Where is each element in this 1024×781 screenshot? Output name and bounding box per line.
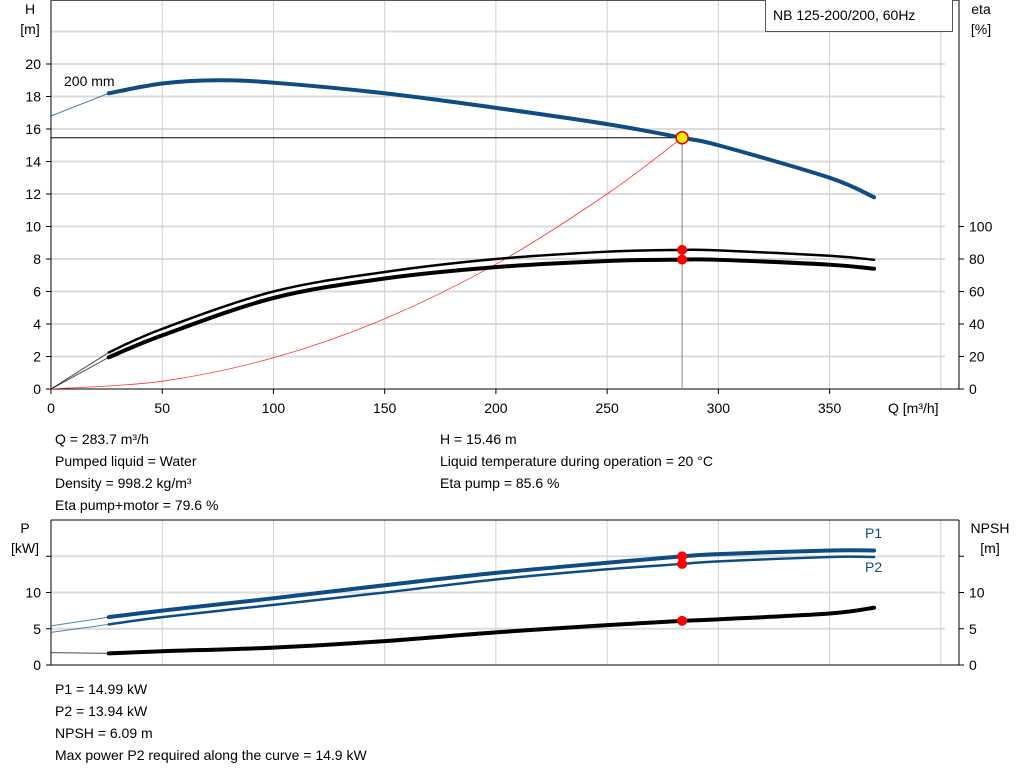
- p1-marker: [677, 551, 688, 562]
- eta-tick-label: 100: [969, 219, 993, 235]
- h-axis-unit: [m]: [20, 21, 39, 37]
- h-tick-label: 2: [33, 349, 41, 365]
- p-axis-unit: [kW]: [11, 540, 39, 556]
- curve-label-200mm: 200 mm: [64, 73, 115, 89]
- info-max-p2: Max power P2 required along the curve = …: [55, 747, 367, 763]
- h-tick-label: 20: [25, 56, 41, 72]
- p2-series-label: P2: [865, 559, 882, 575]
- h-tick-label: 16: [25, 121, 41, 137]
- p1-curve: [106, 548, 877, 620]
- p-axis-title: P: [20, 520, 29, 536]
- p-tick-label: 10: [25, 585, 41, 601]
- bottom-grid: 0 5 10 0 5 10: [25, 519, 985, 673]
- npsh-axis-title: NPSH: [971, 520, 1010, 536]
- q-tick-label: 300: [707, 400, 731, 416]
- h-tick-label: 18: [25, 89, 41, 105]
- axis-labels: H [m] eta [%] Q [m³/h] 200 mm P [kW] NPS…: [11, 1, 1009, 575]
- npsh-curve: [106, 605, 877, 656]
- eta-pump-motor-curve: [106, 257, 877, 360]
- h-tick-label: 6: [33, 284, 41, 300]
- npsh-axis-unit: [m]: [980, 540, 999, 556]
- npsh-tick-label: 0: [969, 657, 977, 673]
- q-tick-label: 100: [262, 400, 286, 416]
- h-tick-label: 0: [33, 381, 41, 397]
- eta-axis-title: eta: [971, 1, 991, 17]
- h-tick-label: 14: [25, 154, 41, 170]
- eta-tick-label: 20: [969, 349, 985, 365]
- chart-marks: [50, 78, 877, 656]
- info-p2: P2 = 13.94 kW: [55, 703, 148, 719]
- eta-tick-label: 40: [969, 316, 985, 332]
- p1-curve-extrapolated: [50, 616, 109, 627]
- p1-series-label: P1: [865, 525, 882, 541]
- eta-tick-label: 80: [969, 251, 985, 267]
- info-density: Density = 998.2 kg/m³: [55, 475, 192, 491]
- head-curve: [106, 78, 877, 200]
- q-tick-label: 0: [47, 400, 55, 416]
- h-tick-label: 12: [25, 186, 41, 202]
- chart-legend-title: NB 125-200/200, 60Hz: [765, 0, 953, 32]
- q-tick-label: 250: [595, 400, 619, 416]
- eta-pump-motor-curve-extrapolated: [50, 356, 110, 390]
- info-liquid: Pumped liquid = Water: [55, 453, 197, 469]
- eta-tick-label: 60: [969, 284, 985, 300]
- info-p1: P1 = 14.99 kW: [55, 681, 148, 697]
- info-eta-pump: Eta pump = 85.6 %: [440, 475, 560, 491]
- info-q: Q = 283.7 m³/h: [55, 431, 149, 447]
- info-npsh: NPSH = 6.09 m: [55, 725, 153, 741]
- npsh-tick-label: 10: [969, 585, 985, 601]
- h-tick-label: 10: [25, 219, 41, 235]
- h-tick-label: 8: [33, 251, 41, 267]
- p2-curve: [107, 555, 876, 626]
- p2-curve-extrapolated: [50, 623, 109, 633]
- h-axis-title: H: [25, 1, 35, 17]
- h-tick-label: 4: [33, 316, 41, 332]
- npsh-curve-extrapolated: [50, 652, 109, 654]
- eta-axis-unit: [%]: [971, 21, 991, 37]
- eta-pump-motor-marker: [677, 254, 688, 265]
- operating-point-marker: [675, 131, 689, 145]
- p-tick-label: 5: [33, 621, 41, 637]
- p2-marker: [677, 558, 688, 569]
- info-h: H = 15.46 m: [440, 431, 517, 447]
- q-tick-label: 350: [818, 400, 842, 416]
- q-tick-label: 200: [484, 400, 508, 416]
- eta-pump-marker: [677, 244, 688, 255]
- p-tick-label: 0: [33, 657, 41, 673]
- q-tick-label: 150: [373, 400, 397, 416]
- head-curve-extrapolated: [50, 92, 110, 117]
- info-temperature: Liquid temperature during operation = 20…: [440, 453, 713, 469]
- info-eta-pump-motor: Eta pump+motor = 79.6 %: [55, 497, 219, 513]
- q-axis-title: Q [m³/h]: [888, 400, 939, 416]
- q-tick-label: 50: [154, 400, 170, 416]
- system-curve: [50, 137, 683, 390]
- npsh-tick-label: 5: [969, 621, 977, 637]
- eta-tick-label: 0: [969, 381, 977, 397]
- eta-pump-curve: [107, 248, 876, 354]
- npsh-marker: [677, 615, 688, 626]
